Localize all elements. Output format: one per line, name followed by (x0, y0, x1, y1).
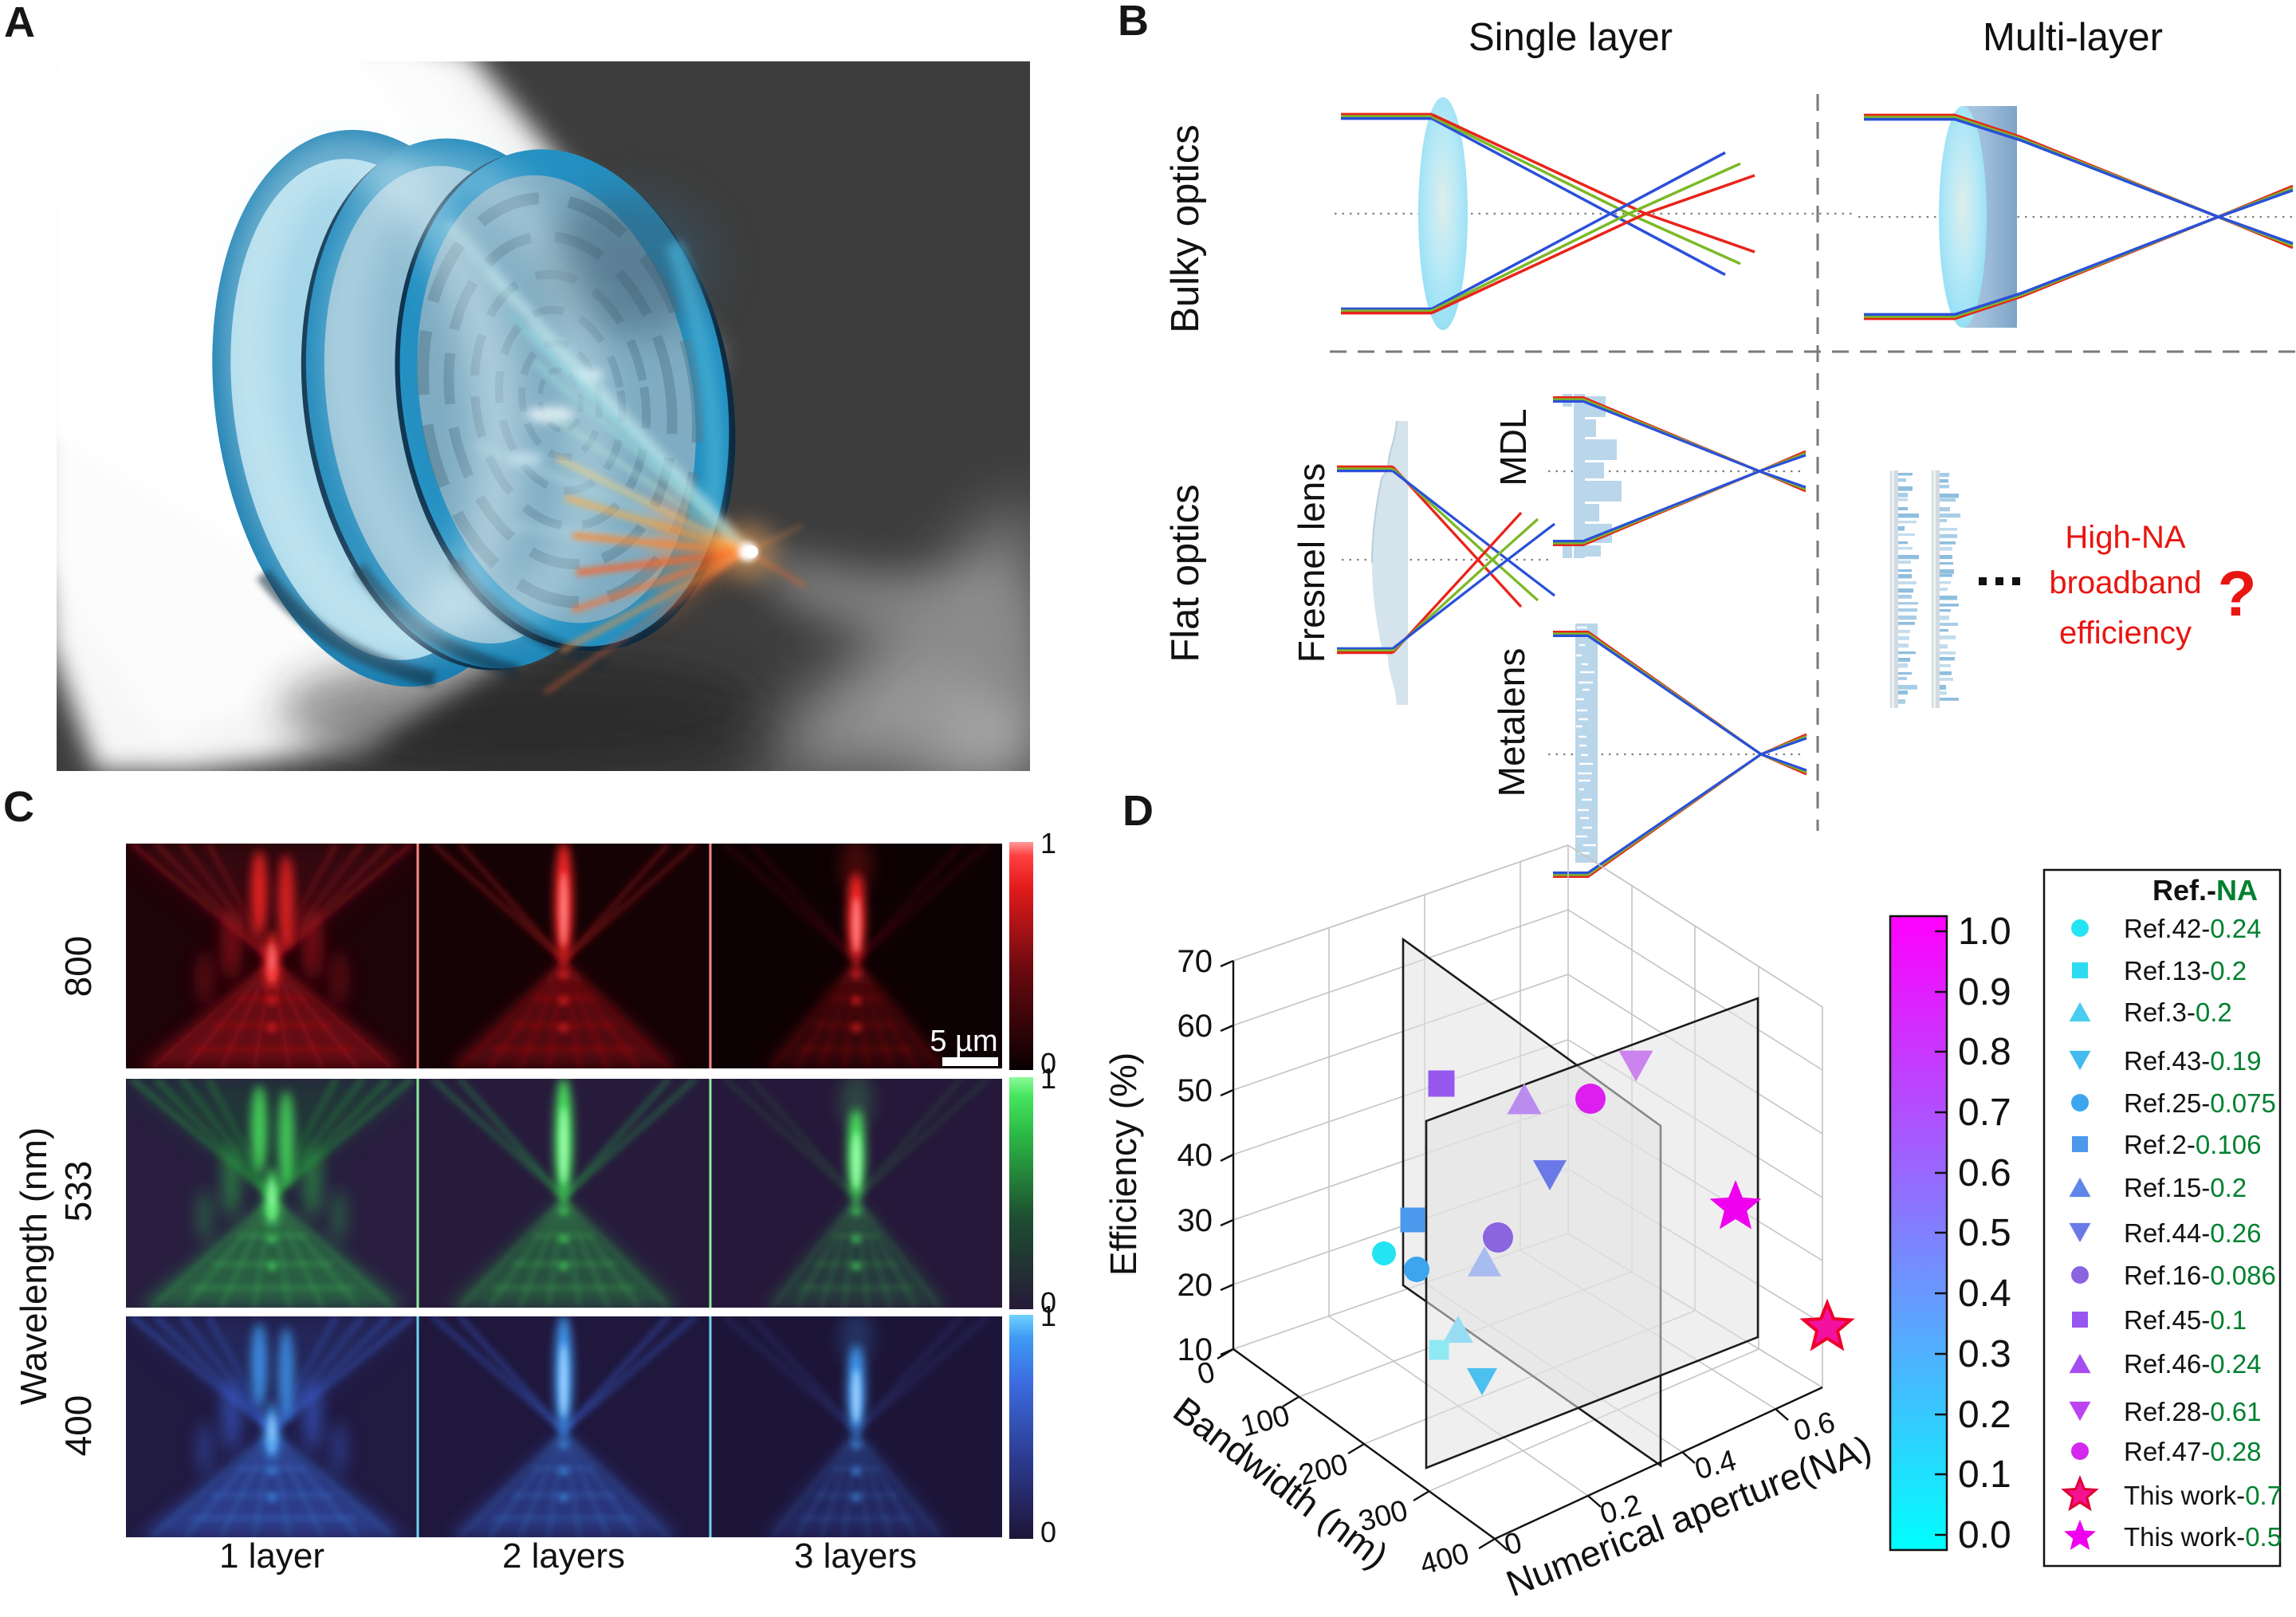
svg-text:Ref.25-0.075: Ref.25-0.075 (2124, 1088, 2276, 1118)
svg-text:Ref.47-0.28: Ref.47-0.28 (2124, 1437, 2261, 1466)
svg-text:60: 60 (1177, 1009, 1213, 1044)
svg-text:0.0: 0.0 (1958, 1514, 2011, 1556)
svg-text:5 µm: 5 µm (930, 1025, 997, 1058)
svg-text:0.8: 0.8 (1958, 1031, 2011, 1073)
svg-text:50: 50 (1177, 1073, 1213, 1108)
svg-text:1: 1 (1040, 827, 1056, 860)
svg-text:20: 20 (1177, 1268, 1213, 1303)
svg-text:800: 800 (57, 936, 99, 997)
svg-text:0.3: 0.3 (1958, 1333, 2011, 1375)
svg-text:Ref.13-0.2: Ref.13-0.2 (2124, 956, 2247, 986)
svg-text:Bulky optics: Bulky optics (1164, 124, 1207, 332)
svg-text:0.9: 0.9 (1958, 971, 2011, 1013)
svg-text:Ref.46-0.24: Ref.46-0.24 (2124, 1349, 2261, 1379)
svg-text:Ref.43-0.19: Ref.43-0.19 (2124, 1046, 2261, 1076)
svg-text:Metalens: Metalens (1491, 648, 1532, 797)
svg-text:1 layer: 1 layer (219, 1536, 324, 1576)
svg-text:10: 10 (1177, 1332, 1213, 1367)
svg-text:1: 1 (1040, 1300, 1056, 1332)
svg-text:400: 400 (57, 1395, 99, 1457)
svg-text:40: 40 (1177, 1138, 1213, 1173)
svg-text:1: 1 (1040, 1062, 1056, 1095)
svg-text:Ref.2-0.106: Ref.2-0.106 (2124, 1130, 2261, 1159)
svg-text:efficiency: efficiency (2059, 616, 2192, 651)
svg-text:B: B (1118, 0, 1149, 45)
svg-text:Fresnel lens: Fresnel lens (1291, 463, 1332, 663)
svg-text:30: 30 (1177, 1203, 1213, 1238)
svg-text:A: A (4, 0, 35, 46)
svg-text:0: 0 (1040, 1286, 1056, 1319)
svg-text:Single layer: Single layer (1468, 16, 1673, 59)
svg-text:broadband: broadband (2049, 565, 2201, 600)
svg-text:This work-0.5: This work-0.5 (2124, 1522, 2282, 1552)
svg-text:0: 0 (1040, 1047, 1056, 1080)
svg-text:Ref.28-0.61: Ref.28-0.61 (2124, 1397, 2261, 1426)
svg-text:Wavelength (nm): Wavelength (nm) (13, 1127, 54, 1406)
svg-text:Flat optics: Flat optics (1164, 484, 1207, 662)
svg-text:0.7: 0.7 (1958, 1092, 2011, 1134)
svg-text:High-NA: High-NA (2065, 520, 2185, 555)
svg-text:Multi-layer: Multi-layer (1983, 16, 2163, 59)
svg-text:Ref.15-0.2: Ref.15-0.2 (2124, 1173, 2247, 1202)
svg-text:0.1: 0.1 (1958, 1454, 2011, 1496)
svg-text:0.5: 0.5 (1958, 1212, 2011, 1254)
svg-text:Ref.3-0.2: Ref.3-0.2 (2124, 997, 2232, 1027)
svg-text:This work-0.7: This work-0.7 (2124, 1481, 2282, 1510)
svg-text:0.2: 0.2 (1958, 1394, 2011, 1436)
svg-text:2 layers: 2 layers (502, 1536, 625, 1576)
svg-text:Efficiency (%): Efficiency (%) (1103, 1052, 1144, 1276)
svg-text:3 layers: 3 layers (794, 1536, 917, 1576)
svg-text:?: ? (2218, 558, 2257, 629)
svg-text:Ref.-NA: Ref.-NA (2152, 874, 2258, 907)
svg-text:0.6: 0.6 (1958, 1152, 2011, 1194)
svg-text:Ref.44-0.26: Ref.44-0.26 (2124, 1218, 2261, 1248)
svg-text:70: 70 (1177, 944, 1213, 979)
svg-text:D: D (1122, 787, 1154, 835)
svg-text:1.0: 1.0 (1958, 911, 2011, 953)
svg-text:0: 0 (1040, 1516, 1056, 1548)
svg-text:Ref.42-0.24: Ref.42-0.24 (2124, 914, 2261, 943)
svg-text:533: 533 (57, 1161, 99, 1222)
svg-text:Ref.45-0.1: Ref.45-0.1 (2124, 1305, 2247, 1335)
svg-text:0.4: 0.4 (1958, 1273, 2011, 1315)
svg-text:C: C (3, 783, 34, 831)
svg-text:Ref.16-0.086: Ref.16-0.086 (2124, 1261, 2276, 1290)
svg-text:MDL: MDL (1492, 408, 1534, 486)
